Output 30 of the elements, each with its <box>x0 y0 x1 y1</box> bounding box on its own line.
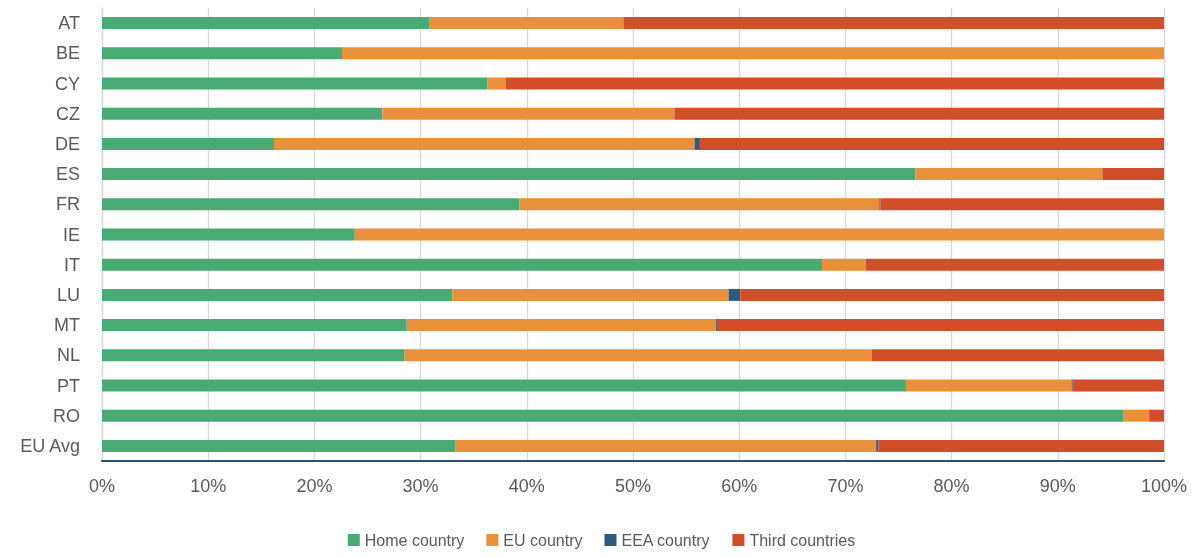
x-tick-label: 80% <box>933 476 970 496</box>
y-tick-label: PT <box>56 375 80 396</box>
x-tick-label: 60% <box>721 476 758 496</box>
x-tick-label: 0% <box>88 476 116 496</box>
legend-label: Third countries <box>749 531 856 549</box>
x-tick-label: 40% <box>508 476 545 496</box>
legend-label: EEA country <box>621 531 710 549</box>
y-tick-label: CZ <box>56 103 80 124</box>
x-tick-label: 50% <box>614 476 652 496</box>
y-tick-label: FR <box>56 194 80 215</box>
y-tick-label: IT <box>64 254 80 275</box>
legend-label: EU country <box>503 531 583 549</box>
y-tick-label: DE <box>54 133 80 154</box>
y-tick-label: LU <box>56 284 80 305</box>
y-tick-label: MT <box>54 315 80 336</box>
y-tick-label: EU Avg <box>20 435 80 456</box>
y-tick-label: RO <box>53 405 80 426</box>
y-tick-label: BE <box>55 43 80 64</box>
x-tick-label: 20% <box>296 476 333 496</box>
x-tick-label: 90% <box>1039 476 1076 496</box>
y-tick-label: NL <box>56 345 80 366</box>
y-tick-label: CY <box>54 73 80 94</box>
x-tick-label: 10% <box>190 476 227 496</box>
x-tick-label: 100% <box>1140 476 1188 496</box>
x-tick-label: 70% <box>827 476 864 496</box>
x-tick-label: 30% <box>402 476 439 496</box>
y-tick-label: IE <box>62 224 80 245</box>
legend-label: Home country <box>364 531 465 549</box>
y-tick-label: AT <box>58 13 80 34</box>
y-tick-label: ES <box>55 164 80 185</box>
